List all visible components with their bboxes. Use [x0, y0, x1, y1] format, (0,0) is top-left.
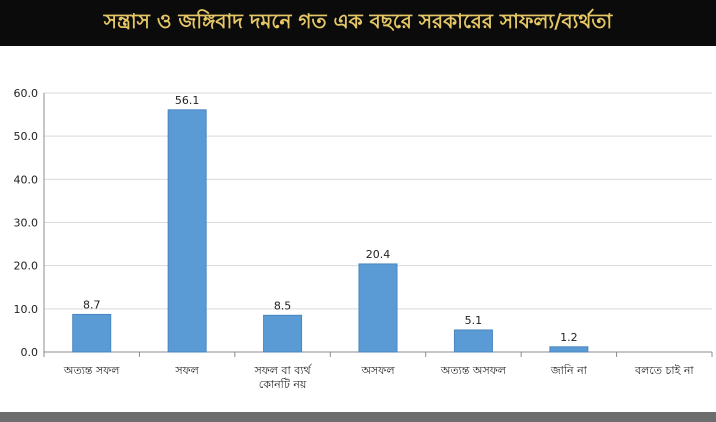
bar	[358, 263, 398, 353]
y-tick-label: 30.0	[14, 217, 39, 230]
category-label: কোনটি নয়	[259, 378, 307, 391]
data-label: 1.2	[560, 331, 578, 344]
data-label: 8.5	[274, 299, 292, 312]
data-label: 20.4	[366, 248, 391, 261]
bar-chart: 0.0 10.0 20.0 30.0 40.0 50.0 60.0 8.7 অত্যন্ত সফ…	[14, 87, 713, 391]
category-label: সফল বা ব্যর্থ	[253, 364, 312, 377]
bar	[549, 346, 589, 353]
page-title: সন্ত্রাস ও জঙ্গিবাদ দমনে গত এক বছরে সরকা…	[103, 8, 613, 33]
y-tick-label: 10.0	[14, 303, 39, 316]
data-label: 8.7	[83, 298, 101, 311]
bar	[72, 313, 112, 353]
y-tick-label: 0.0	[21, 346, 39, 359]
category-label: সফল	[174, 364, 199, 377]
bar	[263, 314, 303, 353]
y-tick-label: 40.0	[14, 173, 39, 186]
header-bar: সন্ত্রাস ও জঙ্গিবাদ দমনে গত এক বছরে সরকা…	[0, 0, 716, 46]
bar	[167, 109, 207, 353]
category-label: অসফল	[360, 364, 395, 377]
y-tick-label: 50.0	[14, 130, 39, 143]
y-tick-label: 20.0	[14, 260, 39, 273]
y-tick-label: 60.0	[14, 87, 39, 100]
bar	[453, 329, 493, 353]
data-label: 5.1	[465, 314, 483, 327]
footer-bar	[0, 412, 716, 422]
category-label: অত্যন্ত সফল	[63, 364, 120, 377]
category-label: অত্যন্ত অসফল	[440, 364, 507, 377]
category-label: বলতে চাই না	[634, 364, 694, 377]
chart-area: 0.0 10.0 20.0 30.0 40.0 50.0 60.0 8.7 অত্যন্ত সফ…	[0, 46, 716, 412]
data-label: 56.1	[175, 94, 200, 107]
category-label: জানি না	[550, 364, 588, 377]
